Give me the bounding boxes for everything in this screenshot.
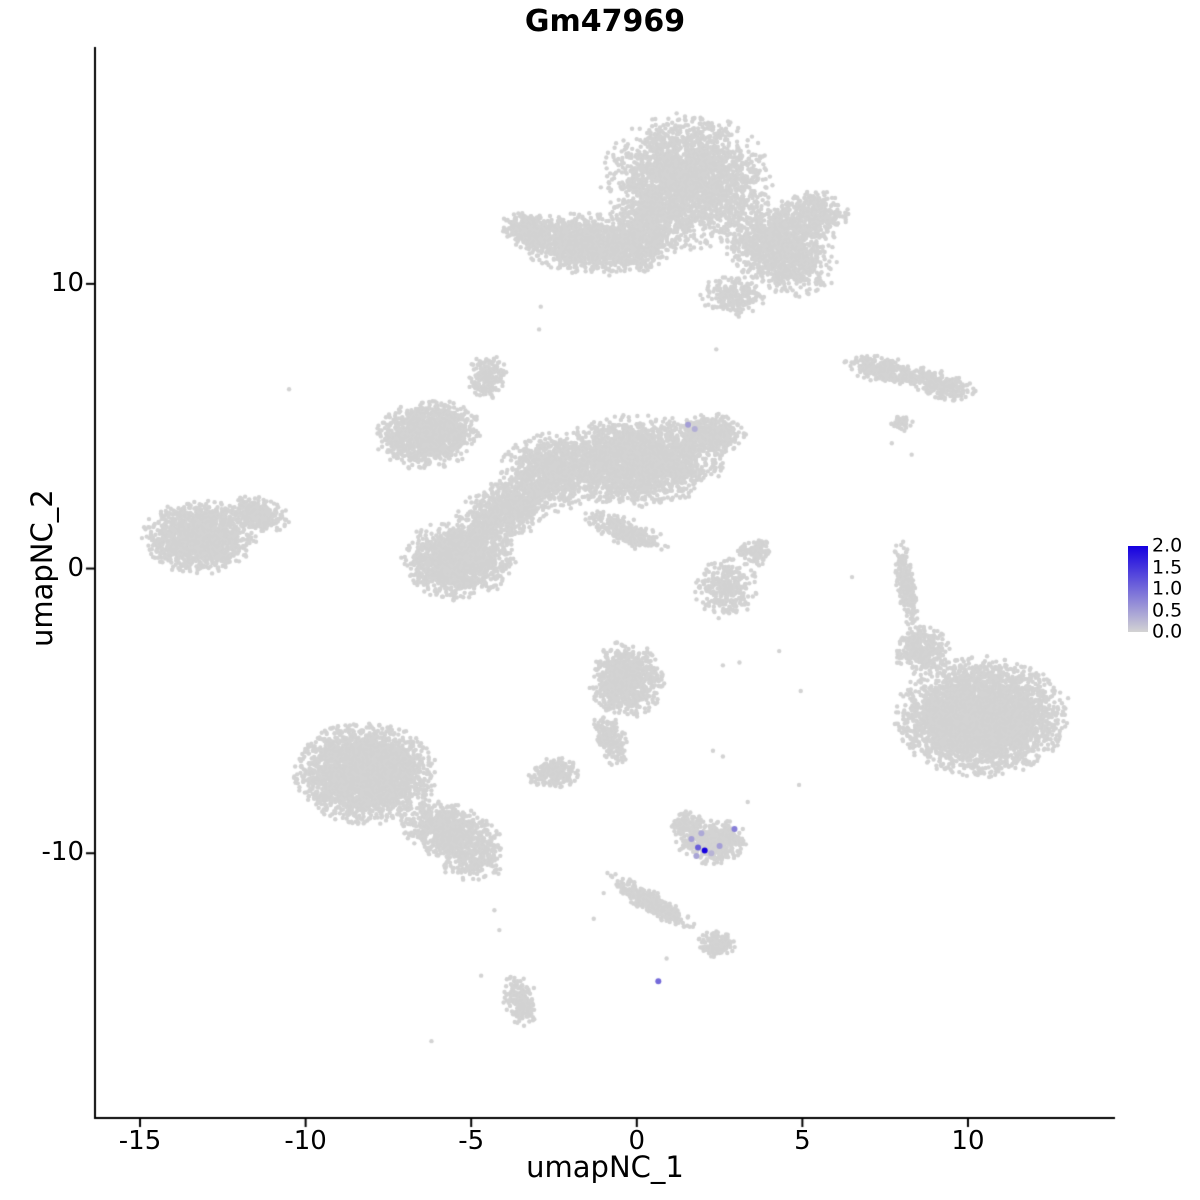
- x-tick-label: 0: [628, 1126, 646, 1156]
- x-tick-label: 10: [951, 1126, 985, 1156]
- x-tick-label: -5: [458, 1126, 485, 1156]
- x-tick-label: 5: [794, 1126, 811, 1156]
- legend-tick-label: 1.0: [1152, 577, 1183, 600]
- legend-tick-label: 0.5: [1152, 599, 1183, 621]
- legend-tick-label: 0.0: [1152, 620, 1183, 643]
- legend-gradient-bar: [1128, 546, 1148, 632]
- x-tick-label: -15: [118, 1126, 162, 1156]
- y-tick-label: 10: [50, 267, 84, 298]
- y-tick-label: -10: [41, 837, 84, 868]
- plot-title: Gm47969: [524, 4, 686, 39]
- legend-tick-label: 1.5: [1152, 556, 1183, 578]
- y-tick-label: 0: [67, 552, 84, 583]
- y-axis-title: umapNC_2: [25, 489, 59, 647]
- x-axis-title: umapNC_1: [526, 1150, 684, 1184]
- x-tick-label: -10: [284, 1126, 327, 1156]
- legend-tick-label: 2.0: [1152, 534, 1183, 557]
